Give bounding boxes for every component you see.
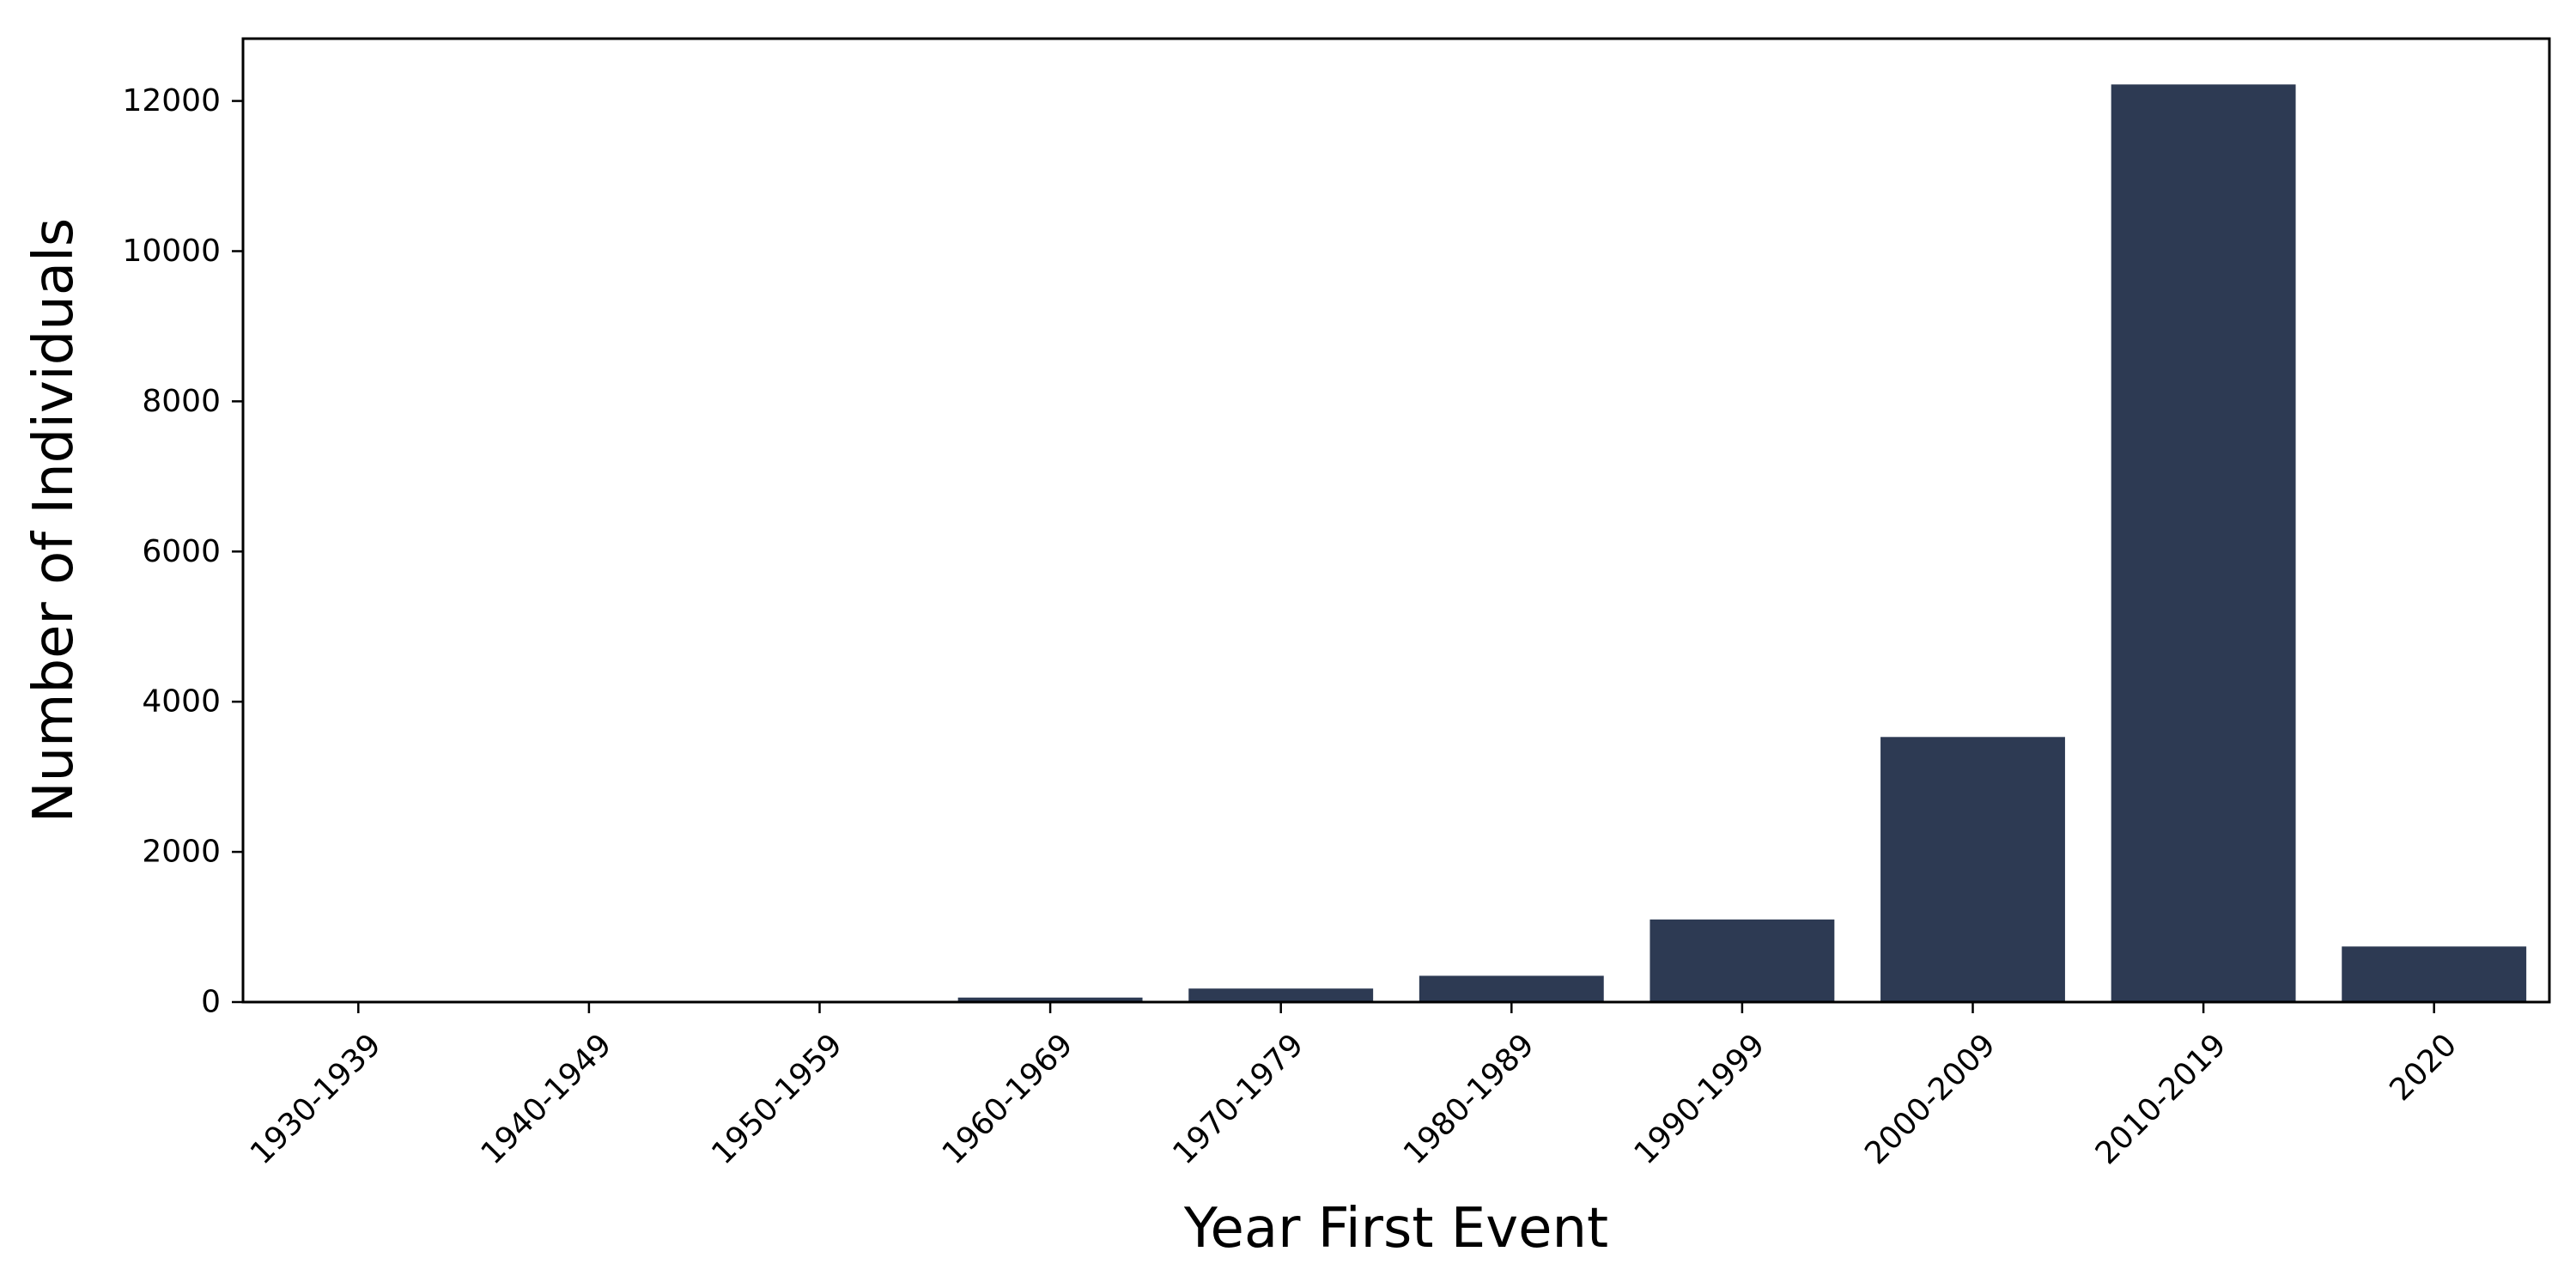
y-tick-label: 2000 xyxy=(142,835,221,870)
y-axis-ticks: 0 2000 4000 6000 8000 10000 12000 xyxy=(122,83,243,1020)
x-tick-label: 1930-1939 xyxy=(244,1027,388,1171)
x-tick-label: 1980-1989 xyxy=(1397,1027,1541,1171)
bar-1960-1969 xyxy=(957,997,1143,1002)
bar-1970-1979 xyxy=(1188,988,1374,1002)
x-tick-label: 2020 xyxy=(2383,1027,2464,1108)
bar-2000-2009 xyxy=(1880,737,2065,1002)
x-tick-label: 2000-2009 xyxy=(1858,1027,2002,1171)
x-tick-label: 1990-1999 xyxy=(1628,1027,1772,1171)
plot-frame xyxy=(241,37,2551,1004)
x-tick-label: 1970-1979 xyxy=(1166,1027,1310,1171)
x-axis-title: Year First Event xyxy=(1183,1197,1608,1261)
y-tick-label: 0 xyxy=(201,985,221,1020)
y-tick-label: 10000 xyxy=(122,234,221,269)
y-axis-title: Number of Individuals xyxy=(22,218,86,823)
y-tick-label: 6000 xyxy=(142,534,221,569)
x-tick-label: 2010-2019 xyxy=(2089,1027,2233,1171)
x-tick-label: 1940-1949 xyxy=(475,1027,619,1171)
y-tick-label: 12000 xyxy=(122,83,221,118)
y-tick-label: 4000 xyxy=(142,684,221,720)
bar-2010-2019 xyxy=(2111,84,2296,1002)
bar-1980-1989 xyxy=(1419,975,1604,1002)
x-tick-label: 1960-1969 xyxy=(936,1027,1080,1171)
x-axis-ticks: 1930-1939 1940-1949 1950-1959 1960-1969 1970… xyxy=(244,1002,2464,1171)
bar-1990-1999 xyxy=(1649,919,1835,1002)
y-tick-label: 8000 xyxy=(142,384,221,419)
x-tick-label: 1950-1959 xyxy=(705,1027,849,1171)
bars-group xyxy=(265,84,2527,1002)
bar-2020 xyxy=(2342,946,2527,1002)
